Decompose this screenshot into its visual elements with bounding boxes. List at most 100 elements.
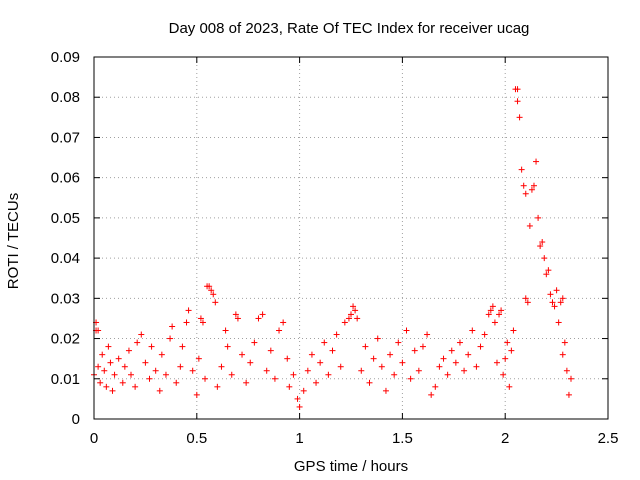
data-point bbox=[345, 315, 352, 322]
data-point bbox=[533, 158, 540, 165]
data-point bbox=[565, 391, 572, 398]
data-point bbox=[290, 371, 297, 378]
x-tick-labels: 0 0.5 1 1.5 2 2.5 bbox=[90, 430, 619, 447]
data-point bbox=[185, 307, 192, 314]
y-tick-label: 0.04 bbox=[51, 250, 80, 267]
data-point bbox=[520, 182, 527, 189]
data-point bbox=[128, 371, 135, 378]
data-point bbox=[465, 351, 472, 358]
data-point bbox=[528, 186, 535, 193]
data-point bbox=[561, 339, 568, 346]
data-point bbox=[228, 371, 235, 378]
data-point bbox=[121, 363, 128, 370]
plot-frame bbox=[93, 56, 609, 420]
data-point bbox=[247, 359, 254, 366]
data-point bbox=[391, 371, 398, 378]
y-tick-label: 0.05 bbox=[51, 210, 80, 227]
data-point bbox=[199, 319, 206, 326]
data-point bbox=[539, 239, 546, 246]
data-point bbox=[514, 86, 521, 93]
data-point bbox=[95, 327, 102, 334]
data-point bbox=[537, 243, 544, 250]
data-point bbox=[99, 351, 106, 358]
data-point bbox=[485, 311, 492, 318]
data-point bbox=[138, 331, 145, 338]
x-tick-label: 1.5 bbox=[392, 430, 413, 447]
data-point bbox=[496, 311, 503, 318]
data-point bbox=[193, 391, 200, 398]
data-point bbox=[210, 291, 217, 298]
data-point bbox=[239, 351, 246, 358]
data-point bbox=[487, 307, 494, 314]
data-point bbox=[543, 271, 550, 278]
data-point bbox=[563, 367, 570, 374]
data-point bbox=[232, 311, 239, 318]
data-point bbox=[428, 391, 435, 398]
data-point bbox=[286, 383, 293, 390]
data-point bbox=[101, 367, 108, 374]
data-point bbox=[337, 363, 344, 370]
y-tick-labels: 0 0.01 0.02 0.03 0.04 0.05 0.06 0.07 0.08 0.09 bbox=[51, 49, 80, 428]
data-point bbox=[97, 379, 104, 386]
data-point bbox=[352, 307, 359, 314]
data-point bbox=[341, 319, 348, 326]
y-tick-label: 0.03 bbox=[51, 290, 80, 307]
data-point bbox=[173, 379, 180, 386]
data-point bbox=[304, 367, 311, 374]
data-point bbox=[493, 359, 500, 366]
y-tick-label: 0.01 bbox=[51, 371, 80, 388]
data-point bbox=[559, 351, 566, 358]
data-point bbox=[469, 327, 476, 334]
grid bbox=[93, 56, 609, 420]
data-point bbox=[317, 359, 324, 366]
y-tick-label: 0.07 bbox=[51, 129, 80, 146]
data-point bbox=[152, 367, 159, 374]
x-tick-label: 0.5 bbox=[186, 430, 207, 447]
data-point bbox=[115, 355, 122, 362]
data-point bbox=[308, 351, 315, 358]
data-point bbox=[551, 303, 558, 310]
data-point bbox=[403, 327, 410, 334]
data-point bbox=[456, 339, 463, 346]
data-point bbox=[321, 339, 328, 346]
data-point bbox=[202, 375, 209, 382]
data-point bbox=[333, 331, 340, 338]
data-point bbox=[107, 359, 114, 366]
data-point bbox=[251, 339, 258, 346]
data-point bbox=[109, 387, 116, 394]
data-point bbox=[366, 379, 373, 386]
data-point bbox=[555, 319, 562, 326]
data-point bbox=[125, 347, 132, 354]
data-point bbox=[263, 367, 270, 374]
data-point bbox=[358, 367, 365, 374]
data-point bbox=[111, 371, 118, 378]
data-point bbox=[526, 222, 533, 229]
data-point bbox=[103, 383, 110, 390]
data-point bbox=[224, 343, 231, 350]
data-point bbox=[491, 319, 498, 326]
data-point bbox=[504, 339, 511, 346]
data-point bbox=[259, 311, 266, 318]
data-point bbox=[354, 315, 361, 322]
data-point bbox=[294, 395, 301, 402]
data-point bbox=[234, 315, 241, 322]
data-point bbox=[156, 387, 163, 394]
data-point bbox=[553, 287, 560, 294]
data-point bbox=[146, 375, 153, 382]
data-point bbox=[350, 303, 357, 310]
data-point bbox=[559, 295, 566, 302]
data-point bbox=[212, 299, 219, 306]
y-axis-label: ROTI / TECUs bbox=[5, 193, 22, 289]
data-point bbox=[481, 331, 488, 338]
data-point bbox=[547, 291, 554, 298]
data-point bbox=[119, 379, 126, 386]
data-point bbox=[415, 367, 422, 374]
y-tick-label: 0.08 bbox=[51, 89, 80, 106]
data-point bbox=[296, 403, 303, 410]
data-point bbox=[177, 363, 184, 370]
data-points bbox=[91, 86, 574, 410]
data-point bbox=[516, 114, 523, 121]
data-point bbox=[524, 299, 531, 306]
data-point bbox=[378, 363, 385, 370]
data-point bbox=[510, 327, 517, 334]
